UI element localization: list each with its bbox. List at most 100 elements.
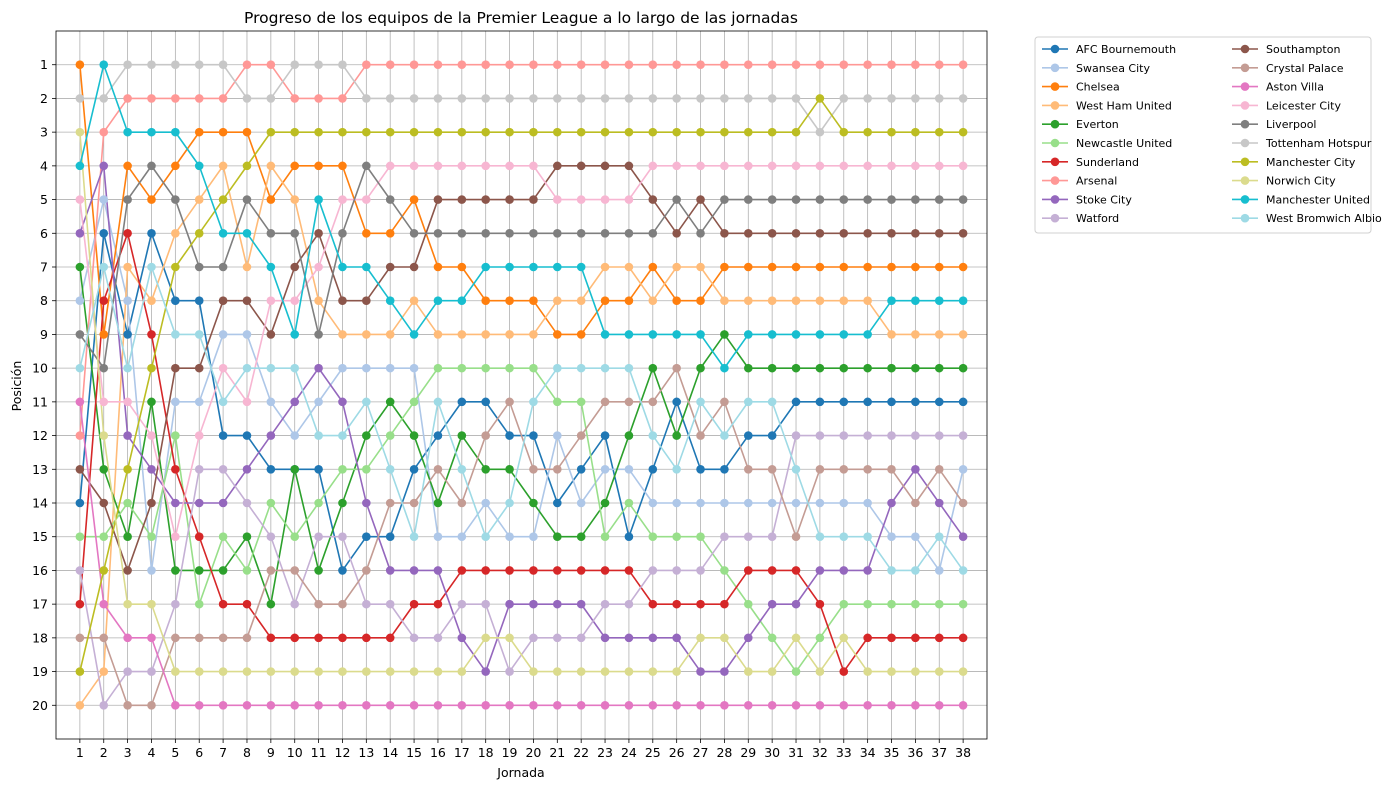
data-point bbox=[171, 228, 180, 238]
data-point bbox=[863, 228, 872, 238]
data-point bbox=[362, 633, 371, 643]
data-point bbox=[266, 700, 276, 710]
data-point bbox=[338, 532, 347, 542]
legend-label: West Bromwich Albion bbox=[1266, 212, 1382, 225]
data-point bbox=[314, 532, 323, 542]
data-point bbox=[576, 599, 586, 609]
data-point bbox=[99, 667, 109, 676]
data-point bbox=[887, 464, 896, 474]
legend-item: Southampton bbox=[1232, 43, 1340, 56]
data-point bbox=[338, 498, 347, 508]
data-point bbox=[648, 464, 658, 474]
data-point bbox=[457, 667, 467, 676]
x-tick-label: 14 bbox=[382, 745, 398, 760]
data-point bbox=[743, 431, 753, 440]
data-point bbox=[696, 296, 705, 306]
data-point bbox=[648, 532, 658, 542]
data-point bbox=[743, 464, 753, 474]
data-point bbox=[815, 633, 825, 643]
series-points bbox=[75, 363, 968, 676]
data-point bbox=[218, 161, 228, 171]
data-point bbox=[99, 464, 109, 474]
legend-swatch-marker bbox=[1240, 101, 1250, 110]
x-tick-label: 16 bbox=[430, 745, 446, 760]
data-point bbox=[791, 431, 801, 440]
x-tick-label: 35 bbox=[884, 745, 900, 760]
data-point bbox=[409, 464, 419, 474]
data-point bbox=[648, 566, 658, 575]
data-point bbox=[887, 431, 896, 440]
data-point bbox=[720, 296, 729, 306]
data-point bbox=[362, 700, 371, 710]
data-point bbox=[147, 363, 156, 373]
series-points bbox=[75, 60, 968, 373]
data-point bbox=[314, 94, 323, 103]
data-point bbox=[576, 633, 586, 643]
data-point bbox=[505, 127, 514, 137]
data-point bbox=[481, 262, 490, 272]
data-point bbox=[696, 195, 705, 204]
data-point bbox=[743, 161, 753, 171]
data-point bbox=[648, 195, 658, 204]
data-point bbox=[75, 363, 85, 373]
data-point bbox=[648, 262, 658, 272]
data-point bbox=[171, 397, 180, 407]
data-point bbox=[314, 566, 323, 575]
legend-item: Chelsea bbox=[1042, 81, 1120, 94]
data-point bbox=[171, 464, 180, 474]
data-point bbox=[457, 566, 467, 575]
data-point bbox=[290, 330, 300, 339]
y-tick-label: 7 bbox=[40, 260, 48, 275]
data-point bbox=[648, 700, 658, 710]
data-point bbox=[934, 464, 944, 474]
data-point bbox=[743, 127, 753, 137]
data-point bbox=[911, 60, 920, 70]
data-point bbox=[767, 464, 777, 474]
data-point bbox=[576, 60, 586, 70]
data-point bbox=[457, 228, 467, 238]
data-point bbox=[194, 296, 204, 306]
data-point bbox=[457, 330, 467, 339]
data-point bbox=[839, 161, 849, 171]
data-point bbox=[911, 431, 920, 440]
data-point bbox=[242, 330, 252, 339]
data-point bbox=[672, 464, 681, 474]
series-points bbox=[75, 94, 968, 676]
x-tick-label: 31 bbox=[788, 745, 804, 760]
data-point bbox=[242, 296, 252, 306]
data-point bbox=[624, 94, 634, 103]
data-point bbox=[696, 127, 705, 137]
data-point bbox=[75, 161, 85, 171]
data-point bbox=[385, 228, 395, 238]
data-point bbox=[743, 60, 753, 70]
series-points bbox=[75, 161, 968, 542]
data-point bbox=[290, 700, 300, 710]
legend-item: Newcastle United bbox=[1042, 137, 1172, 150]
data-point bbox=[362, 262, 371, 272]
data-point bbox=[934, 566, 944, 575]
data-point bbox=[505, 700, 514, 710]
data-point bbox=[171, 60, 180, 70]
data-point bbox=[696, 60, 705, 70]
data-point bbox=[123, 633, 132, 643]
data-point bbox=[362, 566, 371, 575]
data-point bbox=[791, 498, 801, 508]
data-point bbox=[911, 330, 920, 339]
data-point bbox=[624, 633, 634, 643]
data-point bbox=[75, 330, 85, 339]
data-point bbox=[433, 700, 443, 710]
data-point bbox=[529, 599, 538, 609]
series-line bbox=[79, 63, 964, 369]
data-point bbox=[123, 94, 132, 103]
legend-item: West Bromwich Albion bbox=[1232, 212, 1382, 225]
data-point bbox=[481, 161, 490, 171]
data-point bbox=[433, 127, 443, 137]
data-point bbox=[147, 397, 156, 407]
data-point bbox=[194, 228, 204, 238]
data-point bbox=[338, 700, 347, 710]
legend-label: Swansea City bbox=[1076, 62, 1150, 75]
data-point bbox=[815, 431, 825, 440]
legend-swatch-marker bbox=[1050, 157, 1060, 167]
data-point bbox=[505, 195, 514, 204]
x-tick-label: 21 bbox=[549, 745, 565, 760]
